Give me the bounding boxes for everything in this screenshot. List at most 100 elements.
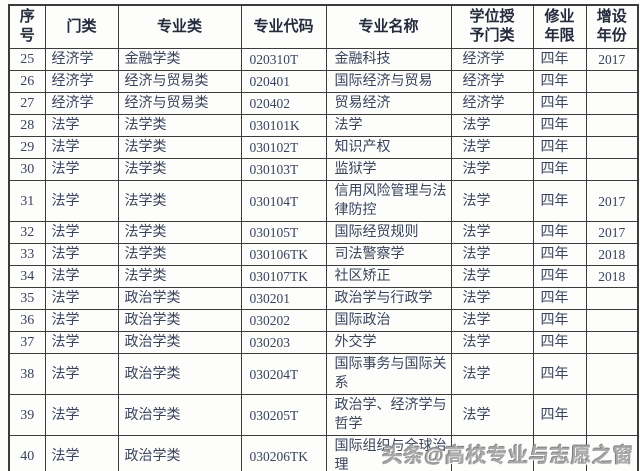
cell-name: 国际政治 (325, 309, 452, 332)
cell-years: 四年 (532, 180, 587, 222)
cell-name: 知识产权 (325, 136, 452, 159)
col-header-study-years: 修业 年限 (532, 4, 587, 49)
cell-name: 金融科技 (325, 48, 452, 71)
cell-no: 31 (8, 180, 46, 222)
table-body: 25 经济学 金融学类 020310T 金融科技 经济学 四年 2017 26 经济学 经济与贸易类… (8, 48, 639, 471)
cell-code: 030101K (240, 114, 327, 137)
cell-category: 经济学 (44, 48, 119, 71)
col-header-year-added: 增设 年份 (585, 4, 639, 49)
col-header-major-class: 专业类 (117, 4, 242, 49)
cell-years: 四年 (532, 114, 587, 137)
cell-code: 030106TK (240, 243, 327, 266)
cell-year-added (585, 435, 639, 471)
cell-no: 32 (8, 221, 46, 244)
cell-year-added (585, 136, 639, 159)
cell-year-added: 2017 (585, 221, 639, 244)
cell-no: 39 (8, 394, 46, 436)
table-row: 37 法学 政治学类 030203 外交学 法学 四年 (8, 331, 639, 354)
cell-major-class: 法学类 (117, 180, 242, 222)
cell-no: 35 (8, 287, 46, 310)
cell-code: 030102T (240, 136, 327, 159)
cell-name: 国际组织与全球治理 (325, 435, 452, 471)
cell-no: 40 (8, 435, 46, 471)
cell-name: 监狱学 (325, 158, 452, 181)
cell-code: 020402 (240, 92, 327, 115)
cell-degree: 经济学 (450, 48, 534, 71)
cell-category: 法学 (44, 331, 119, 354)
cell-degree: 法学 (450, 158, 534, 181)
cell-degree: 法学 (450, 136, 534, 159)
cell-code: 030201 (240, 287, 327, 310)
cell-major-class: 法学类 (117, 243, 242, 266)
col-header-category: 门类 (44, 4, 119, 49)
cell-name: 国际事务与国际关系 (325, 353, 452, 395)
cell-degree: 法学 (450, 265, 534, 288)
cell-degree: 经济学 (450, 92, 534, 115)
cell-years: 四年 (532, 331, 587, 354)
cell-years: 四年 (532, 136, 587, 159)
cell-name: 社区矫正 (325, 265, 452, 288)
cell-major-class: 政治学类 (117, 394, 242, 436)
cell-name: 政治学、经济学与哲学 (325, 394, 452, 436)
cell-year-added (585, 331, 639, 354)
cell-category: 法学 (44, 265, 119, 288)
col-header-serial: 序 号 (8, 4, 46, 49)
cell-years: 四年 (532, 394, 587, 436)
cell-years: 四年 (532, 353, 587, 395)
cell-years: 四年 (532, 243, 587, 266)
cell-name: 外交学 (325, 331, 452, 354)
col-header-degree: 学位授 予门类 (450, 4, 534, 49)
cell-degree: 法学 (450, 180, 534, 222)
cell-years: 四年 (532, 48, 587, 71)
cell-category: 法学 (44, 114, 119, 137)
cell-major-class: 经济与贸易类 (117, 92, 242, 115)
header-row: 序 号 门类 专业类 专业代码 专业名称 学位授 予门类 修业 年限 增设 年份 (8, 4, 639, 49)
cell-no: 37 (8, 331, 46, 354)
cell-name: 司法警察学 (325, 243, 452, 266)
cell-degree: 法学 (450, 353, 534, 395)
cell-year-added (585, 309, 639, 332)
cell-major-class: 政治学类 (117, 287, 242, 310)
cell-major-class: 政治学类 (117, 331, 242, 354)
cell-year-added (585, 158, 639, 181)
cell-no: 27 (8, 92, 46, 115)
cell-year-added: 2017 (585, 48, 639, 71)
cell-category: 法学 (44, 309, 119, 332)
cell-code: 020310T (240, 48, 327, 71)
cell-degree: 法学 (450, 114, 534, 137)
table-row: 32 法学 法学类 030105T 国际经贸规则 法学 四年 2017 (8, 221, 639, 244)
cell-category: 法学 (44, 394, 119, 436)
cell-year-added (585, 287, 639, 310)
cell-degree: 法学 (450, 243, 534, 266)
table-row: 30 法学 法学类 030103T 监狱学 法学 四年 (8, 158, 639, 181)
cell-major-class: 政治学类 (117, 435, 242, 471)
cell-major-class: 法学类 (117, 158, 242, 181)
col-header-major-code: 专业代码 (240, 4, 327, 49)
cell-name: 国际经贸规则 (325, 221, 452, 244)
table-row: 34 法学 法学类 030107TK 社区矫正 法学 四年 2018 (8, 265, 639, 288)
cell-code: 030204T (240, 353, 327, 395)
cell-year-added: 2018 (585, 265, 639, 288)
table-row: 27 经济学 经济与贸易类 020402 贸易经济 经济学 四年 (8, 92, 639, 115)
cell-name: 信用风险管理与法律防控 (325, 180, 452, 222)
cell-code: 030205T (240, 394, 327, 436)
cell-degree: 法学 (450, 309, 534, 332)
table-row: 35 法学 政治学类 030201 政治学与行政学 法学 四年 (8, 287, 639, 310)
cell-years: 四年 (532, 158, 587, 181)
cell-degree: 法学 (450, 331, 534, 354)
cell-code: 030206TK (240, 435, 327, 471)
cell-years: 四年 (532, 309, 587, 332)
cell-code: 030104T (240, 180, 327, 222)
cell-major-class: 金融学类 (117, 48, 242, 71)
table-row: 33 法学 法学类 030106TK 司法警察学 法学 四年 2018 (8, 243, 639, 266)
cell-years: 四年 (532, 70, 587, 93)
cell-no: 26 (8, 70, 46, 93)
table-row: 26 经济学 经济与贸易类 020401 国际经济与贸易 经济学 四年 (8, 70, 639, 93)
cell-no: 34 (8, 265, 46, 288)
cell-major-class: 政治学类 (117, 353, 242, 395)
cell-year-added (585, 394, 639, 436)
table-row: 29 法学 法学类 030102T 知识产权 法学 四年 (8, 136, 639, 159)
table-row: 39 法学 政治学类 030205T 政治学、经济学与哲学 法学 四年 (8, 394, 639, 436)
cell-code: 030105T (240, 221, 327, 244)
cell-major-class: 法学类 (117, 136, 242, 159)
